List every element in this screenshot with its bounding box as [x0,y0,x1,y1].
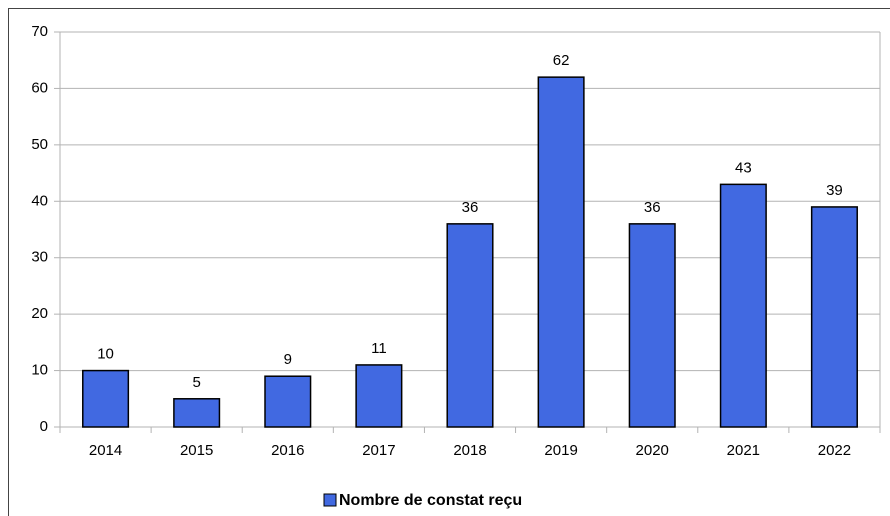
legend-swatch [323,493,337,507]
bar [264,375,312,428]
data-label: 11 [371,340,387,357]
y-tick-label: 0 [40,418,48,435]
y-tick-label: 60 [31,79,48,96]
x-tick-label: 2021 [727,442,760,459]
x-tick-label: 2017 [362,442,395,459]
y-tick-label: 30 [31,249,48,266]
bar [355,364,403,428]
bar [446,223,494,428]
data-label: 39 [826,182,843,199]
legend-label: Nombre de constat reçu [339,492,522,509]
y-tick-label: 10 [31,362,48,379]
data-label: 36 [462,199,479,216]
bar [82,369,130,428]
x-tick-label: 2019 [544,442,577,459]
data-label: 9 [284,351,292,368]
bar [628,223,676,428]
x-tick-label: 2018 [453,442,486,459]
x-tick-label: 2014 [89,442,122,459]
frame [8,8,890,516]
bar [719,183,767,428]
bar [537,76,585,428]
data-label: 36 [644,199,661,216]
x-tick-label: 2015 [180,442,213,459]
y-tick-label: 70 [31,23,48,40]
data-label: 62 [553,52,570,69]
y-tick-label: 50 [31,136,48,153]
data-label: 10 [97,346,114,363]
y-tick-label: 40 [31,192,48,209]
y-tick-label: 20 [31,305,48,322]
x-tick-label: 2016 [271,442,304,459]
bar [810,206,858,428]
bar [173,398,221,428]
x-tick-label: 2022 [818,442,851,459]
data-label: 5 [192,374,200,391]
x-tick-label: 2020 [636,442,669,459]
data-label: 43 [735,159,752,176]
